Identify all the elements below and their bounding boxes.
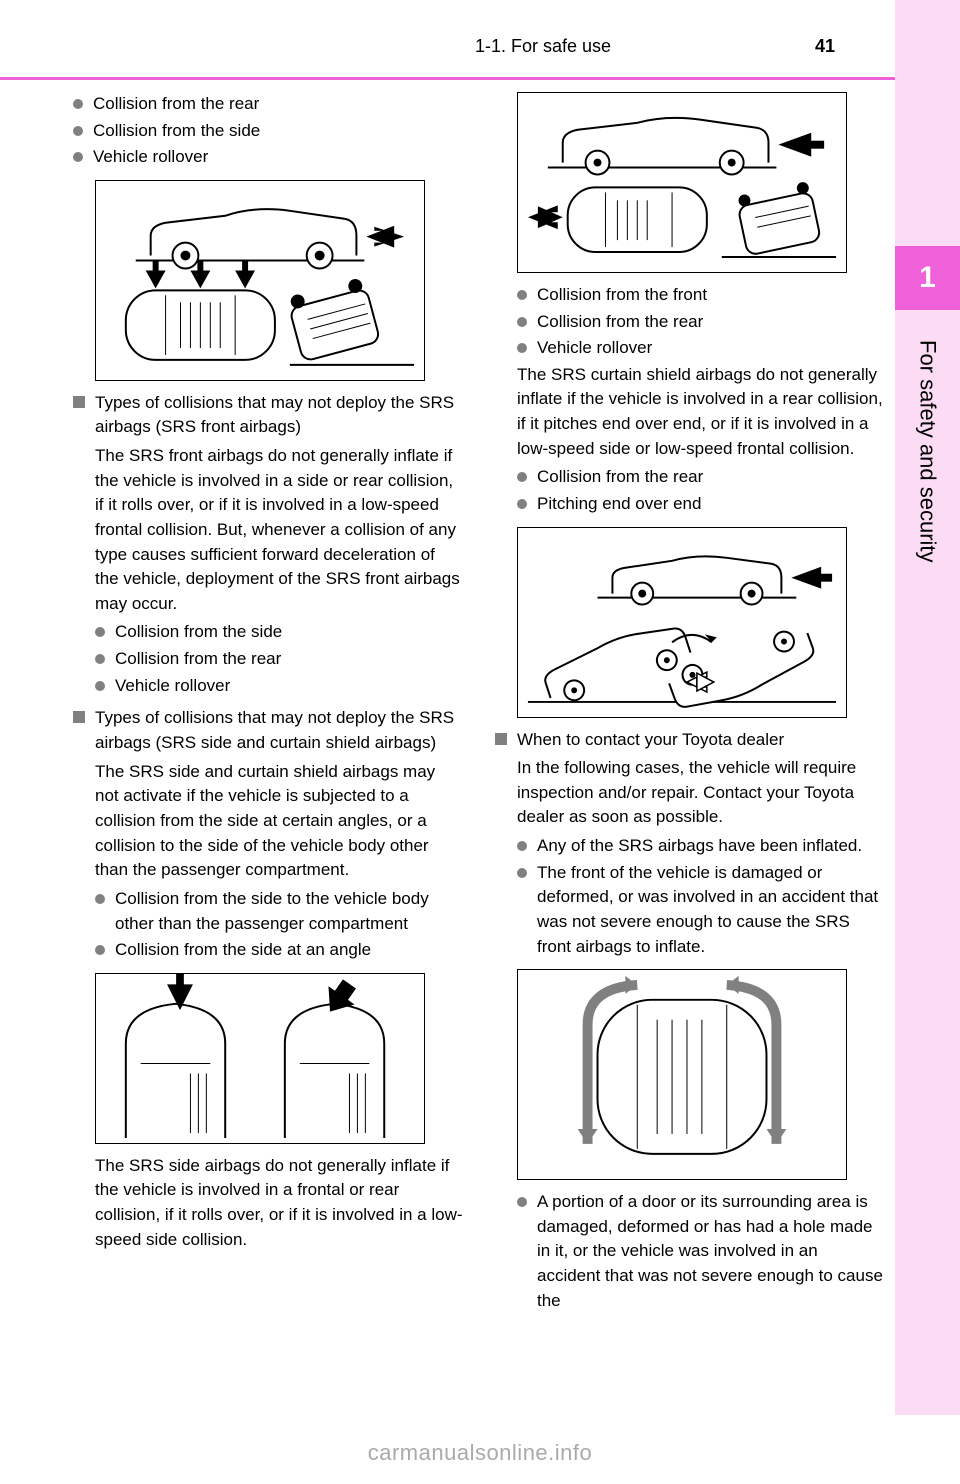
figure-side-angle	[95, 973, 425, 1144]
list-item: Collision from the side	[95, 620, 463, 645]
bullet-text: Collision from the side at an angle	[115, 938, 371, 963]
bullet-icon	[95, 945, 105, 955]
bullet-icon	[517, 841, 527, 851]
bullet-text: Pitching end over end	[537, 492, 701, 517]
paragraph: The SRS side and curtain shield airbags …	[95, 760, 463, 883]
side-tab: 1 For safety and security	[895, 0, 960, 1415]
subsection-heading: Types of collisions that may not deploy …	[73, 391, 463, 440]
list-item: Vehicle rollover	[73, 145, 463, 170]
bullet-icon	[95, 681, 105, 691]
bullet-icon	[95, 627, 105, 637]
bullet-text: Collision from the rear	[537, 310, 703, 335]
bullet-text: Vehicle rollover	[93, 145, 208, 170]
paragraph: The SRS curtain shield airbags do not ge…	[517, 363, 885, 462]
bullet-icon	[73, 126, 83, 136]
subsection-title: Types of collisions that may not deploy …	[95, 706, 463, 755]
bullet-icon	[95, 894, 105, 904]
paragraph: The SRS side airbags do not generally in…	[95, 1154, 463, 1253]
bullet-icon	[517, 499, 527, 509]
bullet-text: Collision from the rear	[115, 647, 281, 672]
list-item: Any of the SRS airbags have been inflate…	[517, 834, 885, 859]
bullet-icon	[73, 99, 83, 109]
bullet-text: Any of the SRS airbags have been inflate…	[537, 834, 862, 859]
bullet-icon	[517, 343, 527, 353]
page-header: 1-1. For safe use 41	[0, 36, 895, 57]
subsection-heading: Types of collisions that may not deploy …	[73, 706, 463, 755]
bullet-icon	[517, 290, 527, 300]
list-item: Collision from the front	[517, 283, 885, 308]
paragraph: The SRS front airbags do not generally i…	[95, 444, 463, 616]
header-divider	[0, 77, 895, 80]
page-number: 41	[815, 36, 835, 57]
bullet-text: Collision from the side to the vehicle b…	[115, 887, 463, 936]
list-item: Collision from the rear	[95, 647, 463, 672]
right-column: Collision from the front Collision from …	[495, 92, 885, 1315]
chapter-title-vertical: For safety and security	[895, 340, 960, 740]
list-item: Collision from the rear	[517, 465, 885, 490]
list-item: The front of the vehicle is damaged or d…	[517, 861, 885, 960]
paragraph: In the following cases, the vehicle will…	[517, 756, 885, 830]
bullet-icon	[95, 654, 105, 664]
figure-rear-side-rollover	[95, 180, 425, 381]
list-item: Vehicle rollover	[517, 336, 885, 361]
figure-front-rear-rollover	[517, 92, 847, 273]
subsection-title: Types of collisions that may not deploy …	[95, 391, 463, 440]
watermark: carmanualsonline.info	[0, 1440, 960, 1466]
list-item: Collision from the rear	[517, 310, 885, 335]
bullet-icon	[73, 152, 83, 162]
left-column: Collision from the rear Collision from t…	[73, 92, 463, 1315]
list-item: Collision from the rear	[73, 92, 463, 117]
bullet-icon	[517, 317, 527, 327]
square-icon	[73, 711, 85, 723]
bullet-text: Vehicle rollover	[537, 336, 652, 361]
bullet-icon	[517, 1197, 527, 1207]
content-columns: Collision from the rear Collision from t…	[73, 92, 885, 1315]
bullet-icon	[517, 868, 527, 878]
section-label: 1-1. For safe use	[475, 36, 611, 57]
list-item: Collision from the side at an angle	[95, 938, 463, 963]
figure-door-damage-zone	[517, 969, 847, 1180]
list-item: Pitching end over end	[517, 492, 885, 517]
bullet-icon	[517, 472, 527, 482]
list-item: A portion of a door or its surrounding a…	[517, 1190, 885, 1313]
subsection-heading: When to contact your Toyota dealer	[495, 728, 885, 753]
square-icon	[73, 396, 85, 408]
bullet-text: Collision from the side	[93, 119, 260, 144]
bullet-text: Collision from the rear	[93, 92, 259, 117]
list-item: Collision from the side to the vehicle b…	[95, 887, 463, 936]
bullet-text: Collision from the side	[115, 620, 282, 645]
bullet-text: The front of the vehicle is damaged or d…	[537, 861, 885, 960]
figure-rear-pitch	[517, 527, 847, 718]
chapter-number-badge: 1	[895, 246, 960, 310]
bullet-text: Vehicle rollover	[115, 674, 230, 699]
bullet-text: A portion of a door or its surrounding a…	[537, 1190, 885, 1313]
subsection-title: When to contact your Toyota dealer	[517, 728, 784, 753]
bullet-text: Collision from the rear	[537, 465, 703, 490]
list-item: Vehicle rollover	[95, 674, 463, 699]
bullet-text: Collision from the front	[537, 283, 707, 308]
list-item: Collision from the side	[73, 119, 463, 144]
square-icon	[495, 733, 507, 745]
